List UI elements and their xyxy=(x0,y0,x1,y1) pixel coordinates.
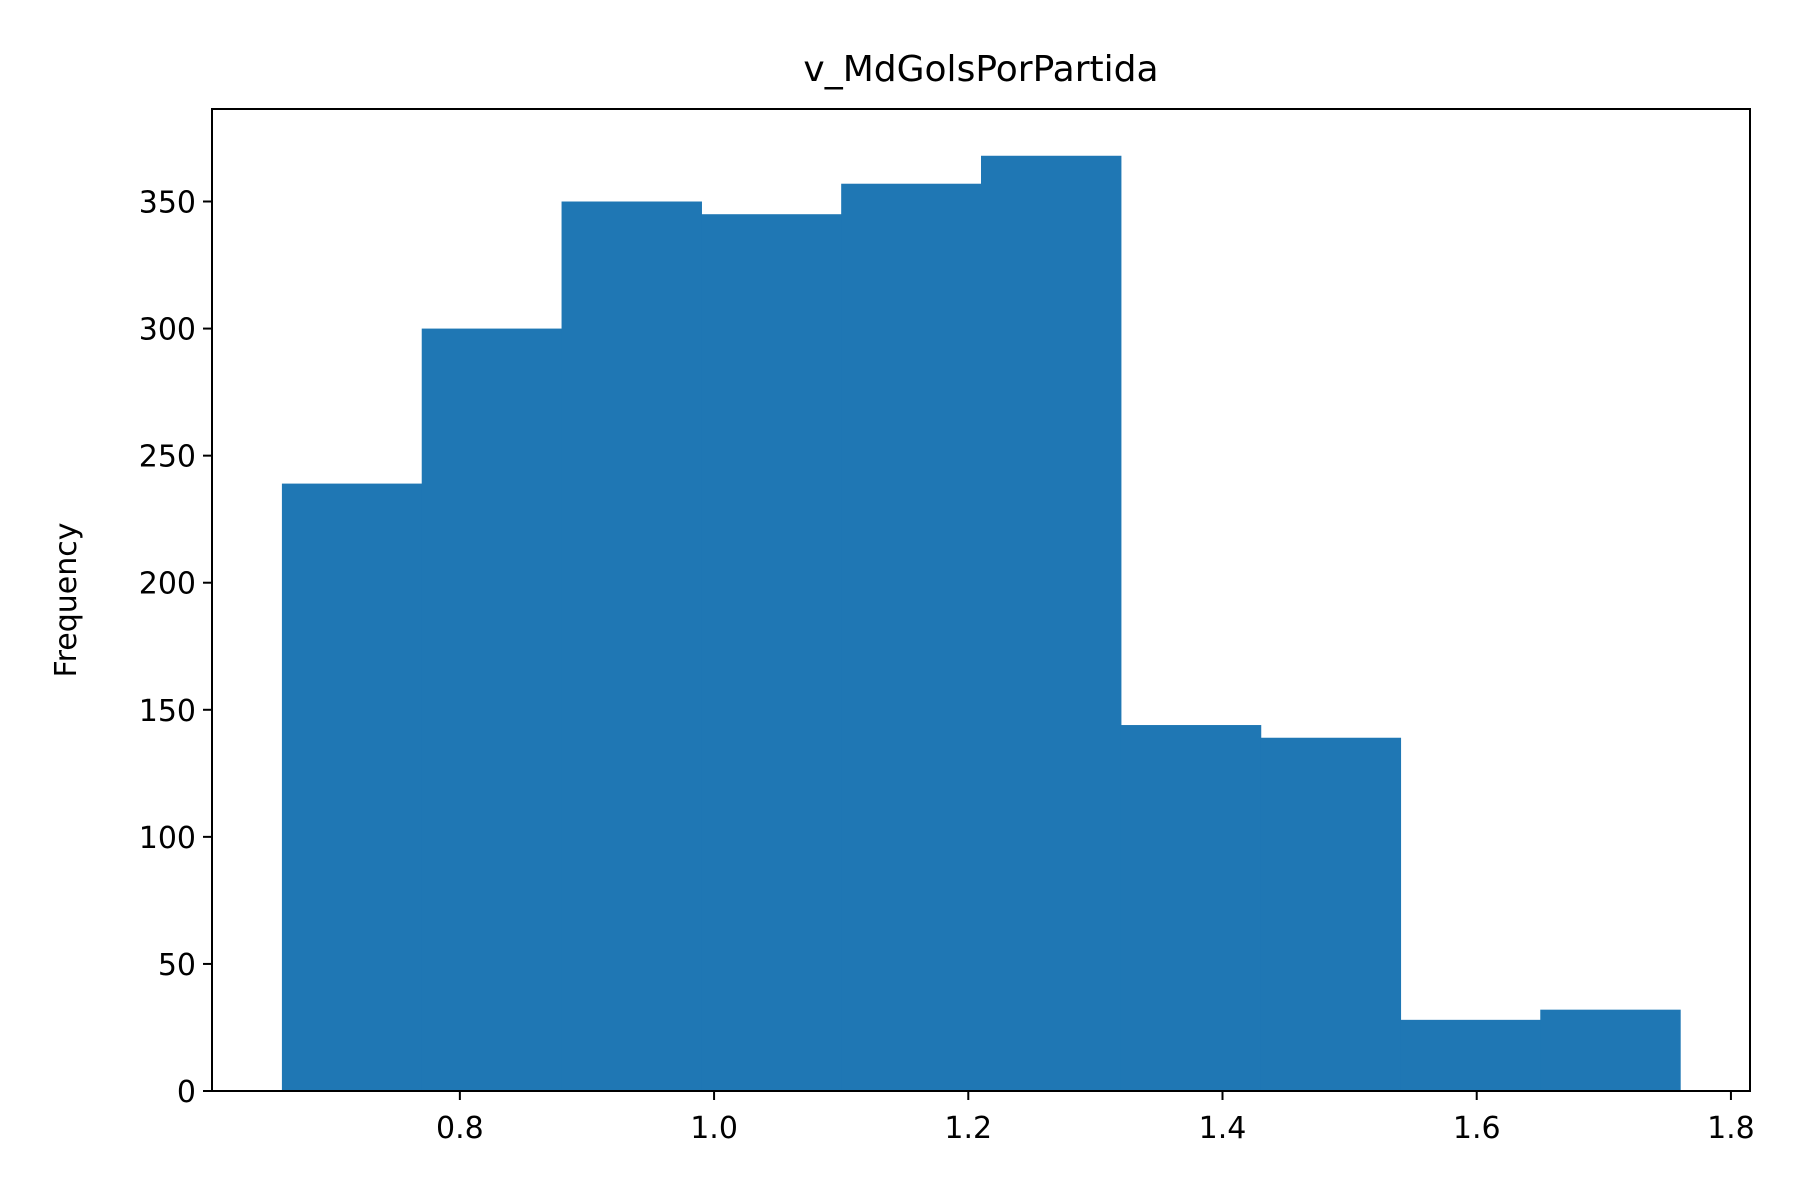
x-tick-label: 1.8 xyxy=(1707,1111,1755,1146)
y-tick-label: 150 xyxy=(139,694,196,729)
histogram-bar-8 xyxy=(1260,737,1402,1091)
histogram-bar-4 xyxy=(701,214,842,1091)
x-tick-label: 1.6 xyxy=(1453,1111,1501,1146)
histogram-bar-10 xyxy=(1540,1009,1681,1091)
histogram-bar-5 xyxy=(841,183,982,1092)
y-tick-label: 200 xyxy=(139,567,196,602)
histogram-bar-9 xyxy=(1400,1019,1541,1091)
histogram-bar-3 xyxy=(561,201,702,1091)
histogram-bar-2 xyxy=(421,328,563,1092)
histogram-bar-1 xyxy=(281,483,423,1092)
y-tick-label: 0 xyxy=(177,1075,196,1110)
chart-title: v_MdGolsPorPartida xyxy=(803,49,1158,90)
y-tick-label: 100 xyxy=(139,821,196,856)
x-tick-label: 1.0 xyxy=(690,1111,738,1146)
x-tick-label: 0.8 xyxy=(436,1111,484,1146)
histogram-bar-6 xyxy=(981,155,1122,1091)
x-tick-label: 1.4 xyxy=(1199,1111,1247,1146)
y-tick-label: 300 xyxy=(139,313,196,348)
x-tick-label: 1.2 xyxy=(944,1111,992,1146)
y-tick-label: 350 xyxy=(139,186,196,221)
histogram-bar-7 xyxy=(1120,725,1262,1091)
y-tick-label: 250 xyxy=(139,440,196,475)
y-axis-label: Frequency xyxy=(49,523,84,678)
y-tick-label: 50 xyxy=(158,948,196,983)
x-axis: 0.8 1.0 1.2 1.4 1.6 1.8 xyxy=(436,1091,1755,1146)
axes-frame xyxy=(211,108,1751,1092)
y-axis: 0 50 100 150 200 250 300 350 xyxy=(139,186,212,1110)
bars-group xyxy=(281,155,1681,1092)
